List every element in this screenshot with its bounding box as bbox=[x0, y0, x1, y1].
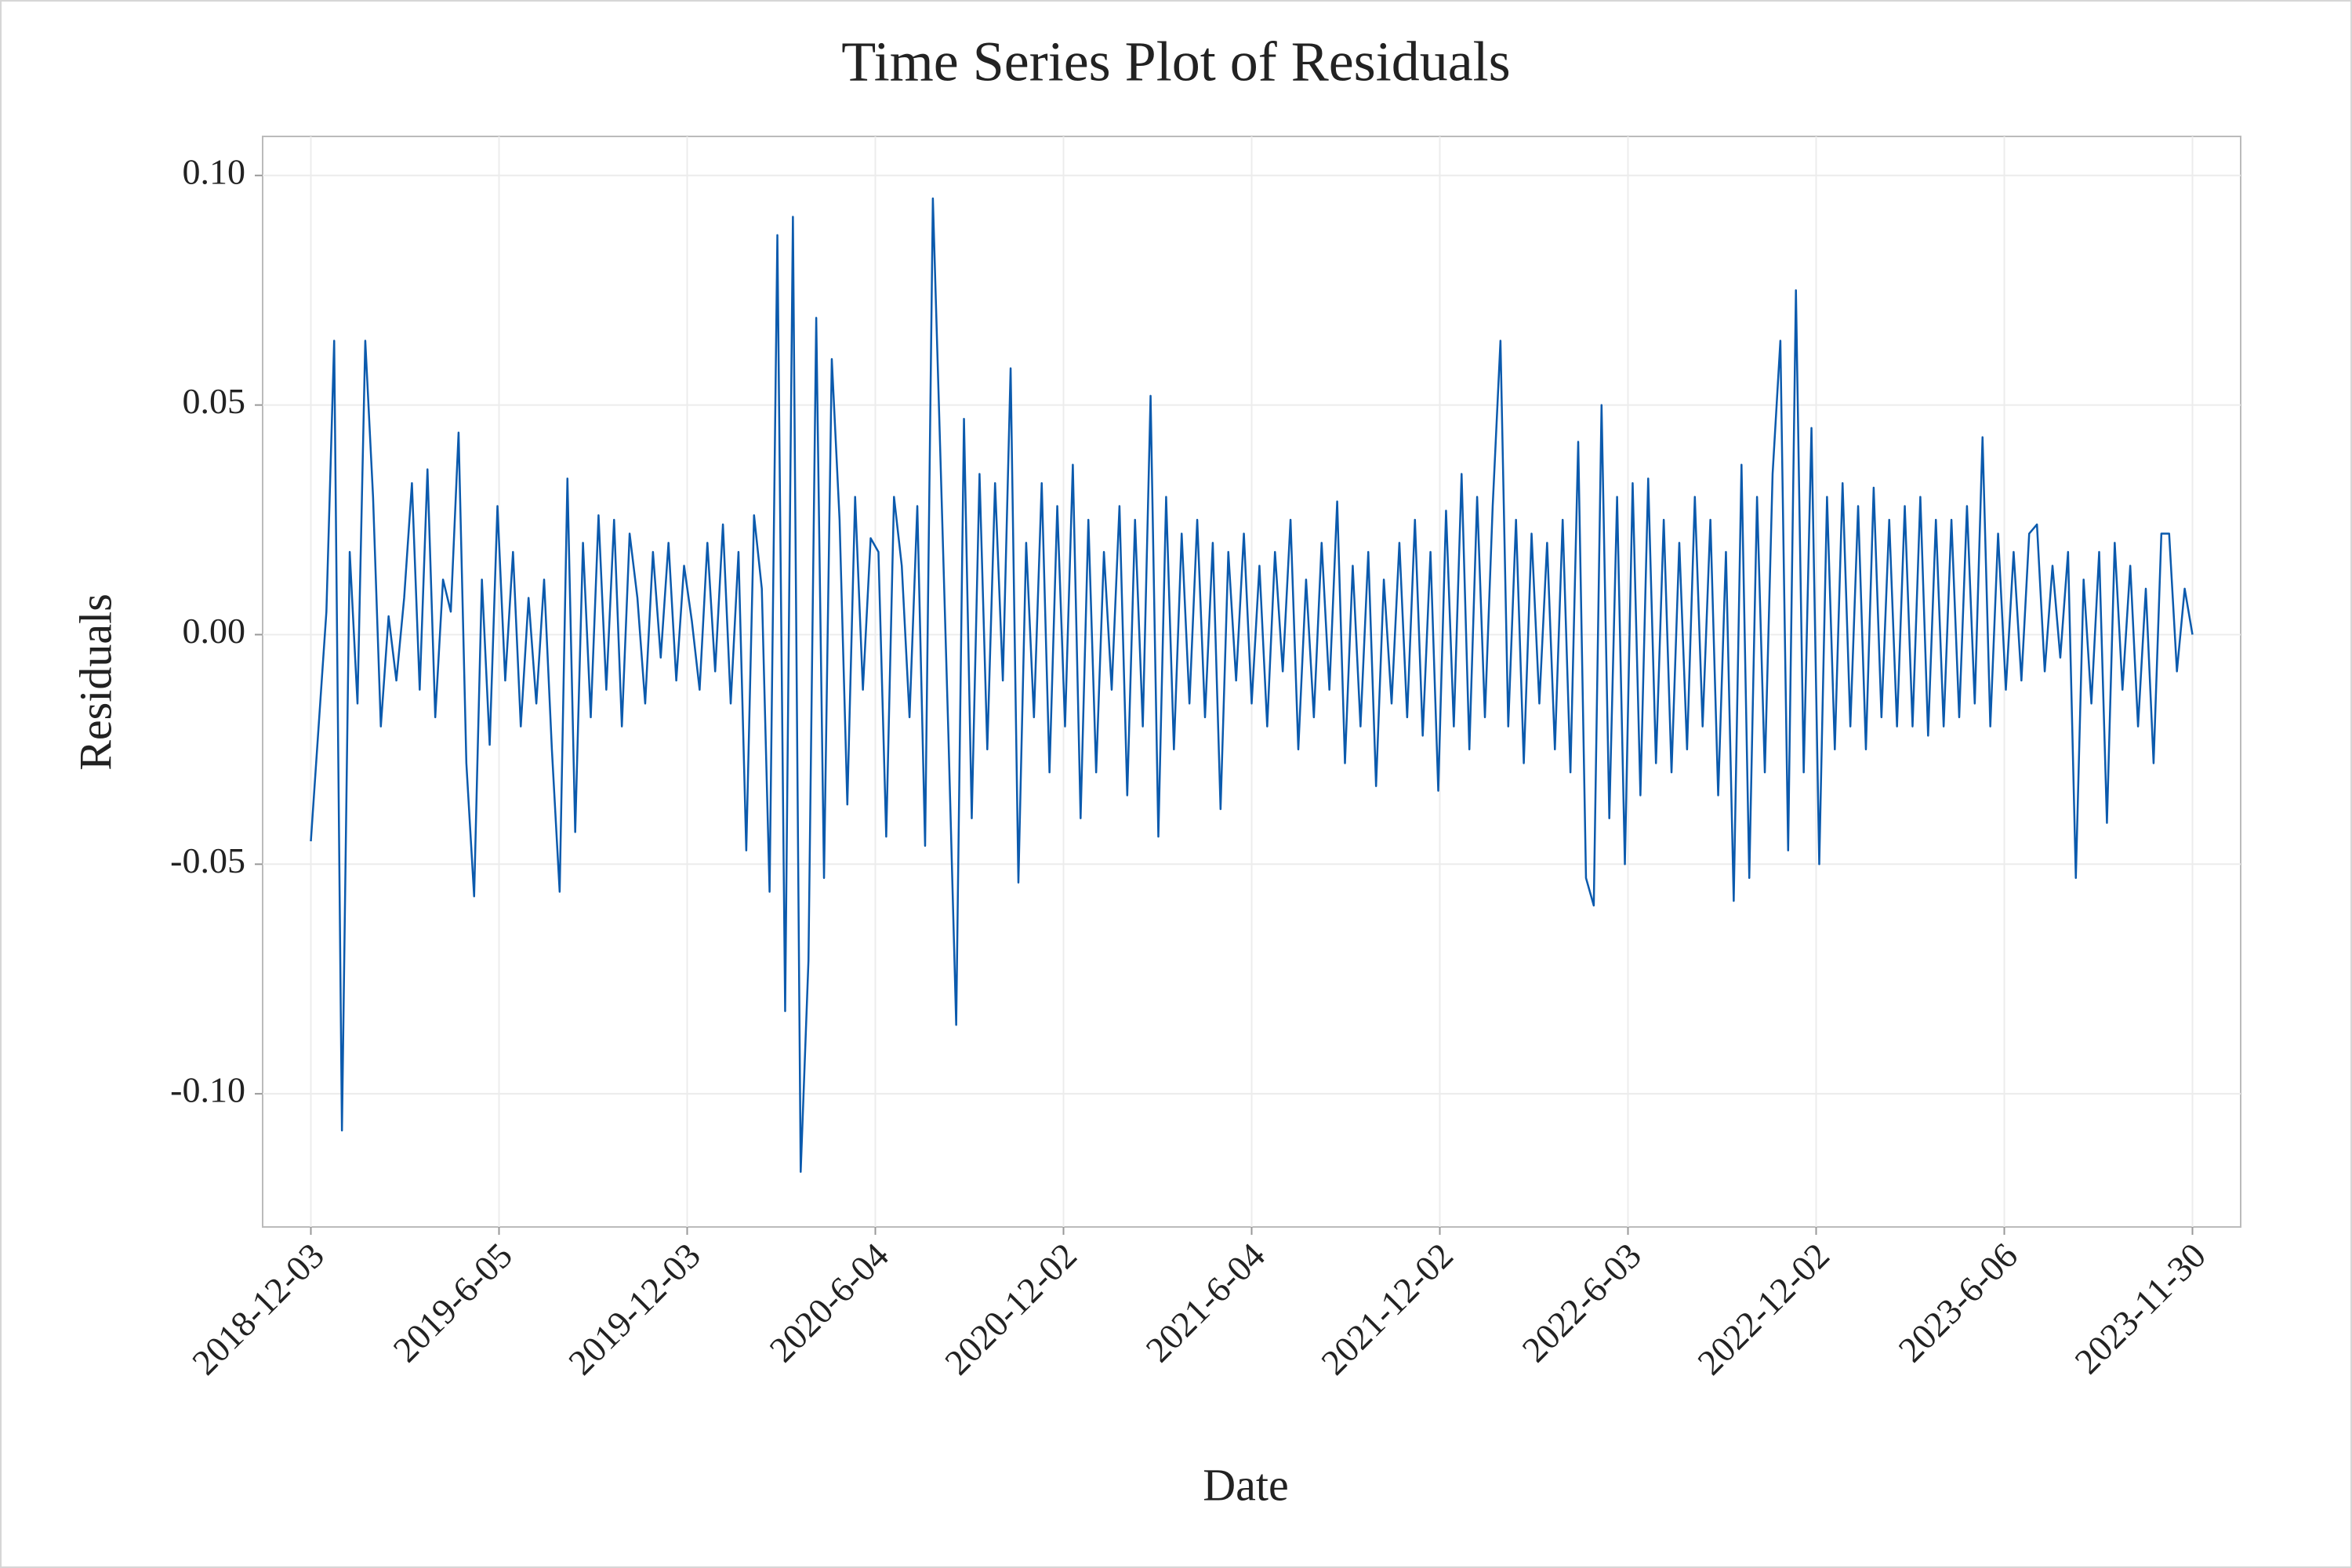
chart-title: Time Series Plot of Residuals bbox=[841, 31, 1510, 93]
y-tick-label: -0.05 bbox=[170, 840, 245, 880]
y-tick-label: 0.00 bbox=[183, 611, 246, 651]
x-axis-title: Date bbox=[1203, 1459, 1289, 1510]
y-tick-label: 0.10 bbox=[183, 151, 246, 191]
y-axis-title: Residuals bbox=[70, 593, 121, 771]
y-tick-label: -0.10 bbox=[170, 1070, 245, 1110]
residual-line bbox=[310, 197, 2194, 1173]
y-tick-label: 0.05 bbox=[183, 381, 246, 421]
